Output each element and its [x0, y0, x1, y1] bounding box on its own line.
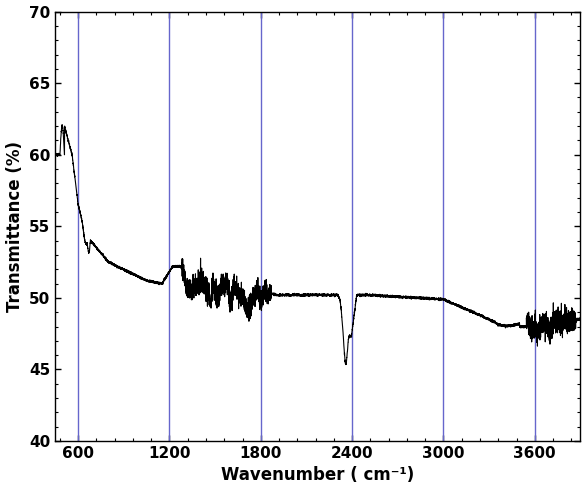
X-axis label: Wavenumber ( cm⁻¹): Wavenumber ( cm⁻¹) — [222, 466, 414, 485]
Y-axis label: Transmittance (%): Transmittance (%) — [5, 141, 23, 312]
